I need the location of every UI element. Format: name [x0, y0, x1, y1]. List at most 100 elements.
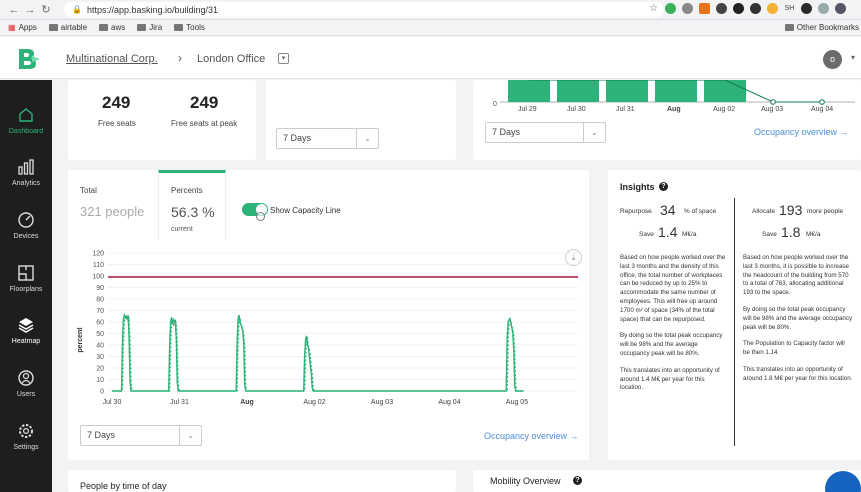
repurpose-value: 34: [660, 202, 676, 218]
lock-icon: 🔒: [72, 5, 82, 14]
folder-icon: [48, 24, 58, 31]
forward-icon[interactable]: →: [24, 3, 36, 16]
back-icon[interactable]: ←: [8, 3, 20, 16]
chart-occupancy-overview-link[interactable]: Occupancy overview →: [484, 431, 579, 441]
chevron-down-icon: ⌄: [583, 123, 605, 142]
mobility-title: Mobility Overview: [490, 476, 561, 486]
sidebar-item-heatmap[interactable]: Heatmap: [0, 316, 52, 345]
bookmark-tools[interactable]: Tools: [174, 23, 205, 32]
browser-toolbar: ← → ↻ 🔒 https://app.basking.io/building/…: [0, 0, 861, 20]
date-label: Jul 29: [518, 106, 537, 113]
avatar[interactable]: o: [823, 50, 842, 69]
x-tick-label: Aug 05: [506, 399, 528, 406]
folder-icon: [784, 24, 794, 31]
folder-icon: [99, 24, 109, 31]
extension-grey-icon[interactable]: [682, 3, 693, 14]
bar-chart-icon: [18, 159, 34, 175]
y-tick-label: 0: [100, 389, 104, 396]
cursor-icon: [256, 212, 265, 221]
free-seats-peak-label: Free seats at peak: [171, 119, 238, 128]
people-by-time-card: People by time of day: [68, 470, 456, 492]
url-text: https://app.basking.io/building/31: [86, 4, 219, 15]
insight-right-text: Based on how people worked over the last…: [743, 254, 853, 382]
address-bar[interactable]: 🔒 https://app.basking.io/building/31: [64, 2, 664, 17]
save-unit-left: M€/a: [682, 231, 697, 238]
chat-widget-button[interactable]: [825, 471, 861, 492]
extension-sh[interactable]: SH: [784, 5, 795, 12]
basking-logo[interactable]: [16, 48, 40, 70]
y-tick-label: 20: [96, 366, 104, 373]
x-tick-label: Jul 31: [170, 399, 189, 406]
profile-icon[interactable]: [835, 3, 846, 14]
period-select[interactable]: 7 Days ⌄: [276, 128, 379, 149]
help-icon[interactable]: ?: [573, 476, 582, 485]
bar-aug01: [655, 80, 697, 102]
bookmark-jira[interactable]: Jira: [137, 23, 162, 32]
users-icon: [18, 370, 34, 386]
total-label: Total: [80, 186, 97, 195]
date-label: Aug 03: [761, 106, 784, 113]
extension-dark-icon[interactable]: [801, 3, 812, 14]
save-label-left: Save: [639, 231, 654, 238]
layers-icon: [18, 318, 34, 333]
floorplan-icon: [18, 265, 34, 281]
date-label: Jul 30: [567, 106, 586, 113]
y-tick-label: 50: [96, 331, 104, 338]
occupancy-chart-card: Total 321 people Percents 56.3 % current…: [68, 170, 589, 460]
allocate-label: Allocate: [752, 208, 776, 215]
location-dropdown-icon[interactable]: ▾: [278, 53, 289, 64]
trend-point-aug03: [770, 99, 776, 105]
occupancy-overview-link[interactable]: Occupancy overview →: [754, 127, 849, 137]
x-tick-label: Aug: [240, 399, 254, 406]
extension-chat-icon[interactable]: [750, 3, 761, 14]
chevron-down-icon[interactable]: ▾: [851, 53, 856, 62]
extension-green-icon[interactable]: [665, 3, 676, 14]
bookmark-other[interactable]: Other Bookmarks: [784, 23, 859, 32]
allocate-value: 193: [779, 202, 803, 218]
sidebar-item-label: Devices: [13, 233, 39, 240]
apps-grid-icon: ▦: [8, 23, 16, 32]
occupancy-period-select[interactable]: 7 Days ⌄: [485, 122, 606, 143]
extension-bulb-icon[interactable]: [767, 3, 778, 14]
percents-tab[interactable]: [158, 170, 226, 240]
sidebar-item-devices[interactable]: Devices: [0, 211, 52, 240]
sidebar-item-users[interactable]: Users: [0, 369, 52, 398]
help-icon[interactable]: ?: [659, 182, 668, 191]
breadcrumb-org[interactable]: Multinational Corp.: [66, 53, 158, 65]
capacity-line-toggle-label: Show Capacity Line: [270, 206, 341, 215]
insights-divider: [734, 198, 735, 446]
gear-icon: [19, 424, 33, 438]
bar-jul30: [557, 80, 599, 102]
y-tick-label: 30: [96, 354, 104, 361]
bar-aug02: [704, 80, 746, 102]
y-tick-label: 100: [92, 274, 104, 281]
extension-orange-icon[interactable]: [699, 3, 710, 14]
download-icon[interactable]: ⤓: [565, 249, 582, 266]
series-dashed: [112, 315, 524, 392]
sidebar-item-settings[interactable]: Settings: [0, 422, 52, 451]
save-value-left: 1.4: [658, 224, 678, 240]
bookmark-apps[interactable]: ▦ Apps: [8, 23, 37, 32]
chevron-down-icon: ⌄: [179, 426, 201, 445]
extension-grey2-icon[interactable]: [818, 3, 829, 14]
bookmark-aws[interactable]: aws: [99, 23, 125, 32]
bookmark-airtable[interactable]: airtable: [48, 23, 87, 32]
y-tick-label: 0: [493, 101, 497, 108]
bar-jul31: [606, 80, 648, 102]
total-value: 321 people: [80, 204, 145, 219]
y-tick-label: 80: [96, 297, 104, 304]
sidebar-item-floorplans[interactable]: Floorplans: [0, 264, 52, 293]
sidebar-item-dashboard[interactable]: Dashboard: [0, 106, 52, 135]
extension-black-icon[interactable]: [733, 3, 744, 14]
extension-icons: ☆ SH: [648, 3, 846, 14]
x-tick-label: Jul 30: [103, 399, 122, 406]
sidebar-item-analytics[interactable]: Analytics: [0, 158, 52, 187]
chart-period-select[interactable]: 7 Days ⌄: [80, 425, 202, 446]
reload-icon[interactable]: ↻: [41, 4, 51, 16]
home-icon: [19, 108, 33, 122]
insights-card: Insights ? Repurpose 34 % of space Save …: [608, 170, 861, 460]
star-icon[interactable]: ☆: [649, 3, 658, 14]
extension-circle-icon[interactable]: [716, 3, 727, 14]
save-unit-right: M€/a: [806, 231, 821, 238]
occupancy-bar-chart: 0: [493, 80, 855, 108]
